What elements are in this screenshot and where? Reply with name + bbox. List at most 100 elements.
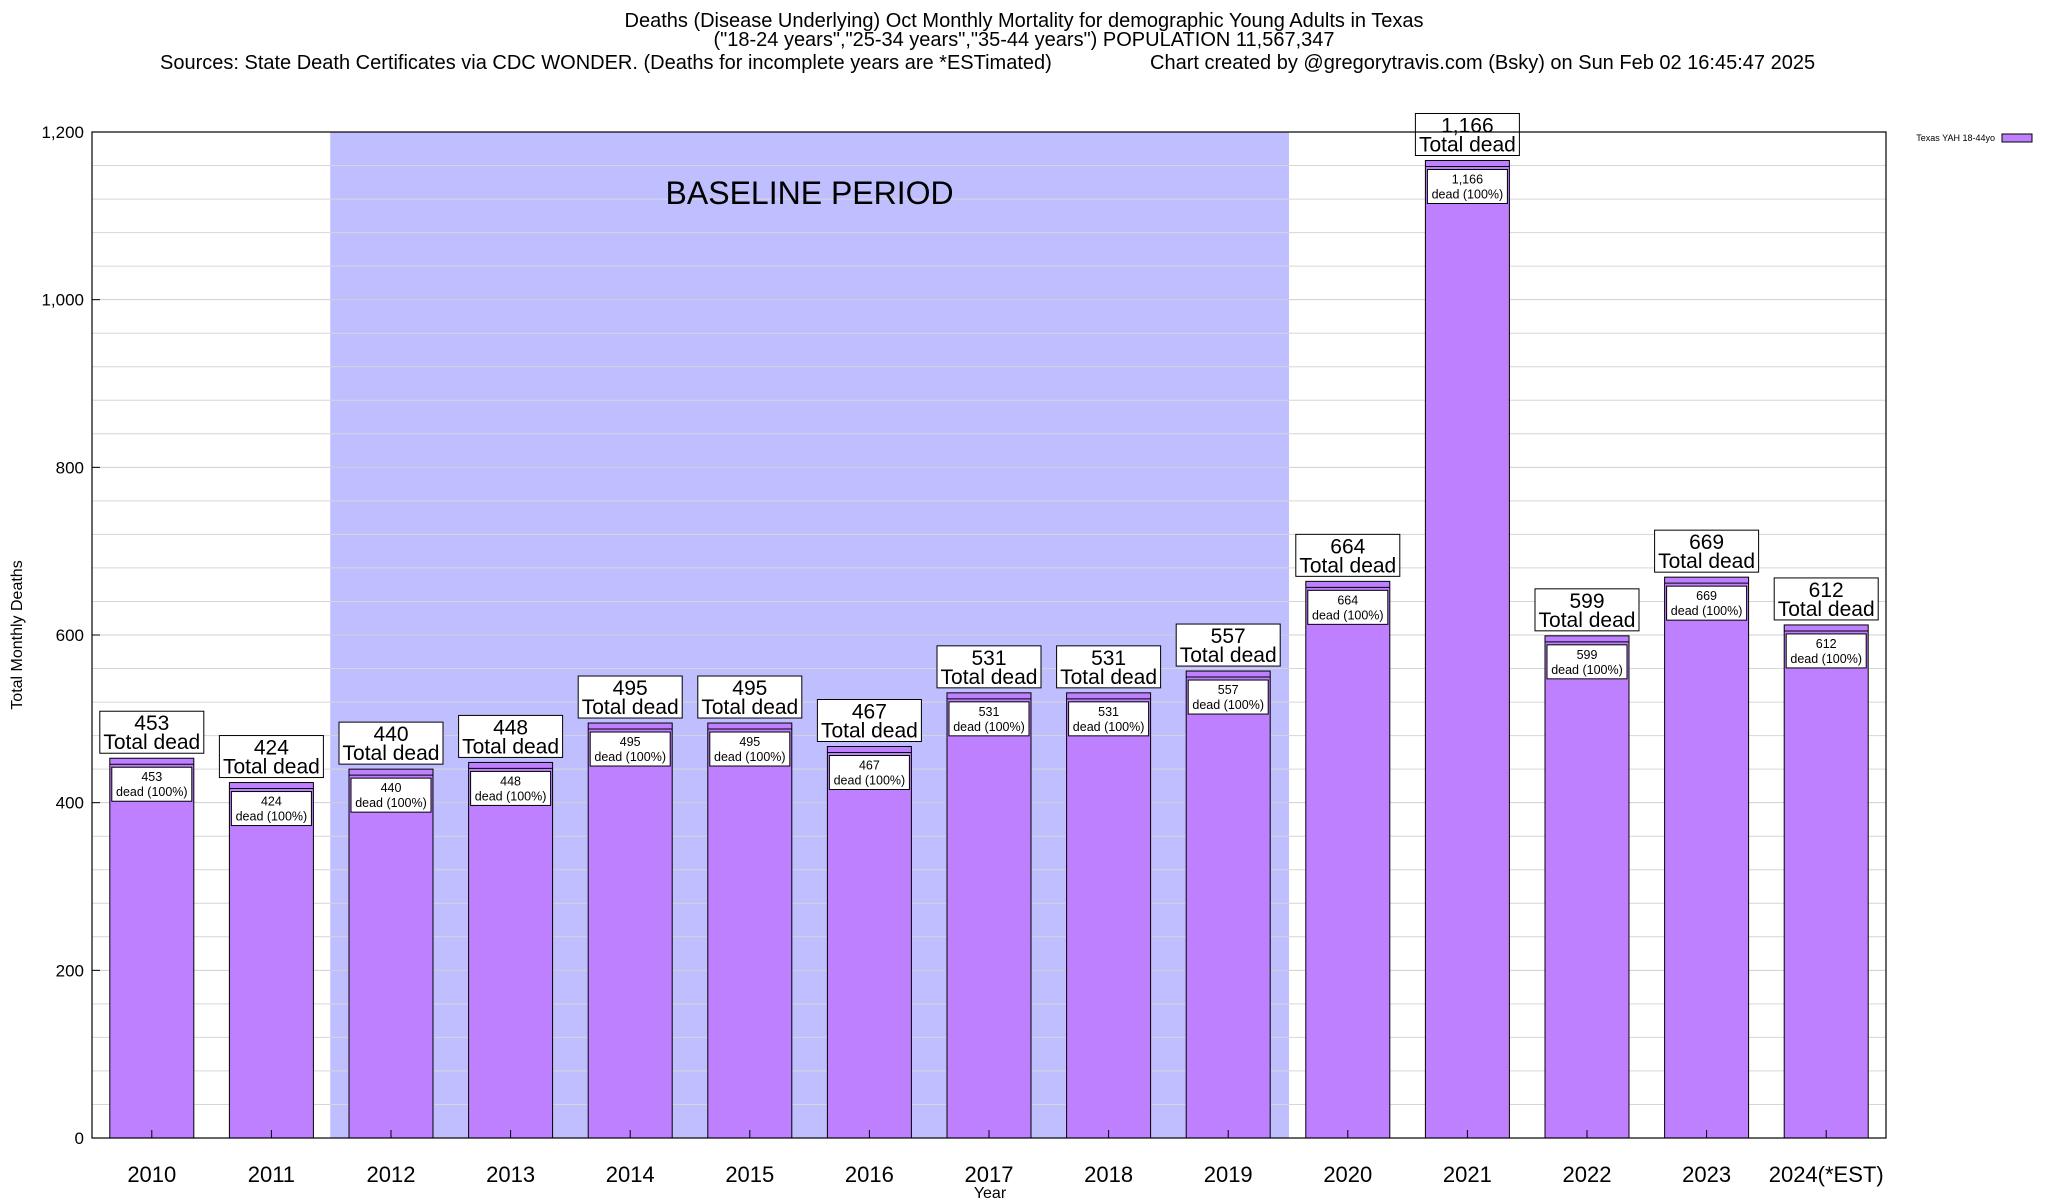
inner-value-label: 448 bbox=[500, 774, 521, 788]
x-tick-label: 2017 bbox=[965, 1162, 1014, 1187]
bar-2012 bbox=[348, 768, 434, 1139]
top-label-box bbox=[1773, 577, 1879, 621]
bar-2020 bbox=[1305, 580, 1391, 1139]
y-tick-label: 800 bbox=[56, 458, 84, 477]
inner-value-label: 1,166 bbox=[1452, 173, 1483, 187]
inner-value-label: 531 bbox=[979, 705, 1000, 719]
inner-label-box bbox=[589, 731, 671, 767]
legend-entry-label: Texas YAH 18-44yo bbox=[1916, 133, 1995, 143]
top-value-label: 557 bbox=[1211, 625, 1246, 648]
inner-value-label: 495 bbox=[739, 735, 760, 749]
top-total-dead-label: Total dead bbox=[1658, 550, 1755, 573]
inner-label-box bbox=[1187, 679, 1269, 715]
chart-title: Deaths (Disease Underlying) Oct Monthly … bbox=[624, 10, 1424, 32]
baseline-label: BASELINE PERIOD bbox=[666, 175, 954, 211]
top-total-dead-label: Total dead bbox=[941, 666, 1038, 689]
x-tick-label: 2010 bbox=[127, 1162, 176, 1187]
inner-percent-label: dead (100%) bbox=[1432, 188, 1504, 202]
inner-value-label: 664 bbox=[1337, 593, 1358, 607]
top-total-dead-label: Total dead bbox=[462, 735, 559, 758]
top-value-label: 495 bbox=[613, 677, 648, 700]
top-label-box bbox=[99, 710, 205, 754]
top-label-box bbox=[1654, 529, 1760, 573]
inner-label-box bbox=[1546, 644, 1628, 680]
chart-credit: Chart created by @gregorytravis.com (Bsk… bbox=[1150, 52, 1816, 74]
top-total-dead-label: Total dead bbox=[1180, 644, 1277, 667]
y-tick-label: 0 bbox=[75, 1129, 84, 1148]
bar-2021 bbox=[1424, 160, 1510, 1139]
x-tick-label: 2011 bbox=[248, 1162, 295, 1187]
inner-percent-label: dead (100%) bbox=[953, 720, 1025, 734]
inner-label-box bbox=[1785, 633, 1867, 669]
inner-value-label: 424 bbox=[261, 795, 282, 809]
top-label-box bbox=[1414, 113, 1520, 157]
inner-label-box bbox=[948, 701, 1030, 737]
top-label-box bbox=[1056, 645, 1162, 689]
top-total-dead-label: Total dead bbox=[1419, 134, 1516, 157]
top-value-label: 453 bbox=[134, 712, 169, 735]
top-label-box bbox=[1534, 588, 1640, 632]
top-label-box bbox=[936, 645, 1042, 689]
inner-label-box bbox=[1068, 701, 1150, 737]
top-value-label: 448 bbox=[493, 716, 528, 739]
bar-2014 bbox=[587, 722, 673, 1139]
top-label-box bbox=[697, 675, 803, 719]
x-tick-label: 2013 bbox=[486, 1162, 535, 1187]
bar-2018 bbox=[1066, 692, 1152, 1139]
x-tick-label: 2018 bbox=[1084, 1162, 1133, 1187]
top-total-dead-label: Total dead bbox=[343, 742, 440, 765]
top-total-dead-label: Total dead bbox=[821, 719, 918, 742]
inner-label-box bbox=[828, 754, 910, 790]
bar-2017 bbox=[946, 692, 1032, 1139]
top-value-label: 664 bbox=[1330, 535, 1365, 558]
inner-value-label: 453 bbox=[141, 770, 162, 784]
top-total-dead-label: Total dead bbox=[701, 696, 798, 719]
inner-percent-label: dead (100%) bbox=[594, 750, 666, 764]
x-tick-label: 2024(*EST) bbox=[1769, 1162, 1884, 1187]
bar-2015 bbox=[707, 722, 793, 1139]
inner-value-label: 531 bbox=[1098, 705, 1119, 719]
inner-value-label: 495 bbox=[620, 735, 641, 749]
inner-value-label: 669 bbox=[1696, 589, 1717, 603]
inner-percent-label: dead (100%) bbox=[1192, 698, 1264, 712]
x-tick-label: 2023 bbox=[1682, 1162, 1731, 1187]
inner-label-box bbox=[1307, 589, 1389, 625]
x-tick-label: 2015 bbox=[725, 1162, 774, 1187]
x-tick-label: 2020 bbox=[1323, 1162, 1372, 1187]
top-label-box bbox=[816, 698, 922, 742]
inner-percent-label: dead (100%) bbox=[1551, 663, 1623, 677]
top-total-dead-label: Total dead bbox=[1060, 666, 1157, 689]
bar-2023 bbox=[1664, 576, 1750, 1139]
top-value-label: 440 bbox=[373, 723, 408, 746]
top-total-dead-label: Total dead bbox=[103, 731, 200, 754]
inner-label-box bbox=[1666, 585, 1748, 621]
inner-label-box bbox=[350, 777, 432, 813]
inner-label-box bbox=[470, 770, 552, 806]
bar-2010 bbox=[109, 757, 195, 1139]
top-value-label: 669 bbox=[1689, 531, 1724, 554]
top-total-dead-label: Total dead bbox=[1778, 598, 1875, 621]
inner-percent-label: dead (100%) bbox=[714, 750, 786, 764]
top-label-box bbox=[338, 721, 444, 765]
bar-2016 bbox=[826, 745, 912, 1139]
inner-label-box bbox=[709, 731, 791, 767]
top-label-box bbox=[1295, 533, 1401, 577]
bar-2011 bbox=[228, 782, 314, 1139]
top-label-box bbox=[577, 675, 683, 719]
top-value-label: 612 bbox=[1809, 579, 1844, 602]
top-total-dead-label: Total dead bbox=[1539, 609, 1636, 632]
top-value-label: 495 bbox=[732, 677, 767, 700]
x-tick-label: 2022 bbox=[1563, 1162, 1612, 1187]
top-total-dead-label: Total dead bbox=[1299, 554, 1396, 577]
bar-2019 bbox=[1185, 670, 1271, 1139]
top-value-label: 467 bbox=[852, 700, 887, 723]
top-value-label: 424 bbox=[254, 737, 289, 760]
inner-value-label: 467 bbox=[859, 758, 880, 772]
inner-label-box bbox=[1426, 169, 1508, 205]
bar-2013 bbox=[468, 761, 554, 1139]
bar-2022 bbox=[1544, 635, 1630, 1139]
inner-percent-label: dead (100%) bbox=[236, 810, 308, 824]
y-tick-label: 200 bbox=[56, 961, 84, 980]
x-tick-label: 2019 bbox=[1204, 1162, 1253, 1187]
inner-percent-label: dead (100%) bbox=[1790, 652, 1862, 666]
